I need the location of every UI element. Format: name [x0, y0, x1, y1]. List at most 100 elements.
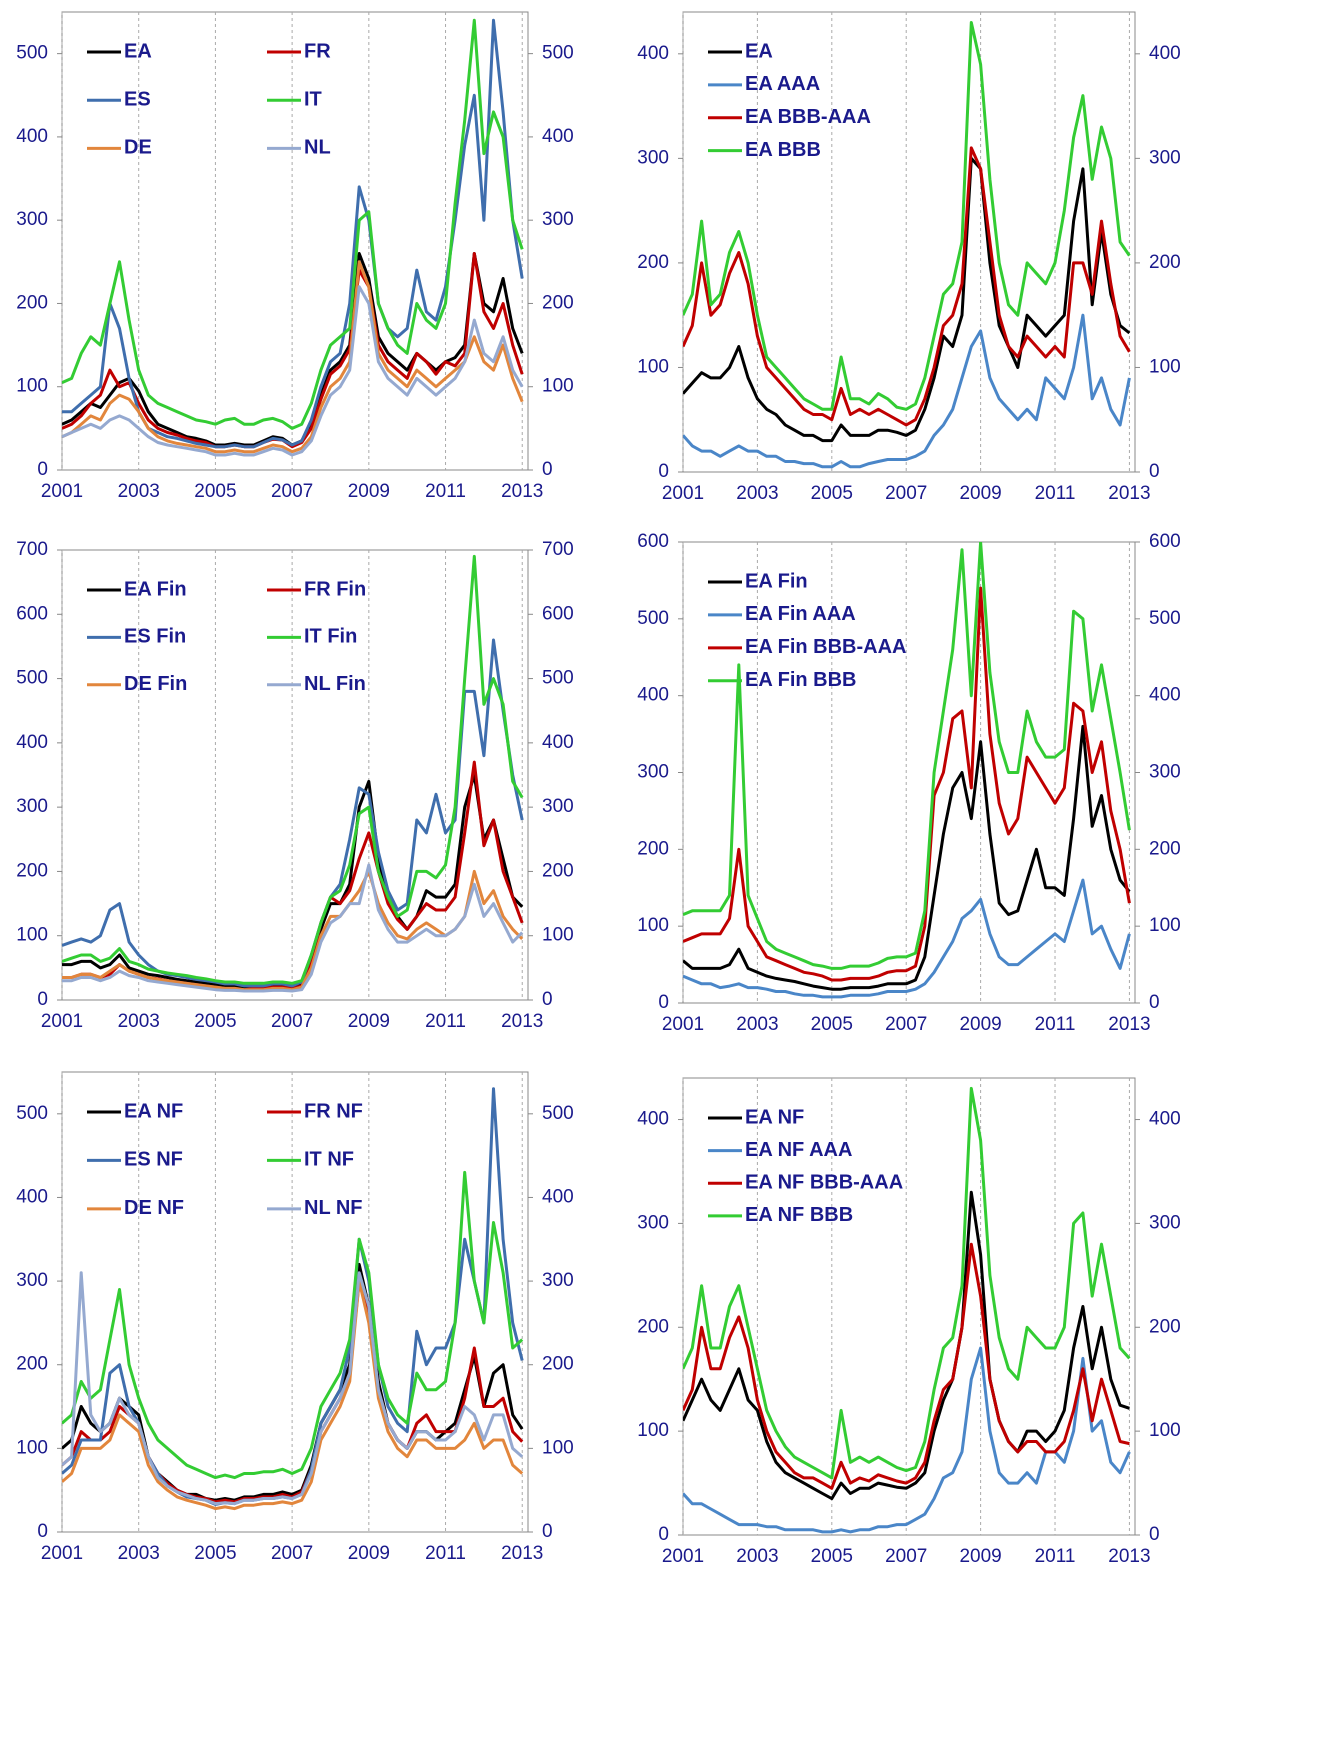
series-line [62, 285, 524, 457]
x-tick-label: 2011 [425, 1543, 466, 1564]
y-tick-label: 200 [637, 838, 669, 859]
x-tick-label: 2011 [1035, 1014, 1076, 1035]
x-tick-label: 2001 [41, 1011, 83, 1032]
y-tick-label-right: 500 [1149, 608, 1181, 629]
legend-label: FR Fin [304, 578, 366, 600]
x-tick-label: 2011 [1035, 483, 1076, 504]
x-tick-label: 2001 [662, 1014, 704, 1035]
series-line [62, 1279, 524, 1511]
y-tick-label: 0 [37, 1521, 48, 1542]
y-tick-label-right: 300 [1149, 762, 1181, 783]
x-tick-label: 2003 [118, 1543, 160, 1564]
x-tick-label: 2009 [959, 1014, 1001, 1035]
y-tick-label: 300 [16, 796, 48, 817]
legend-label: EA Fin AAA [745, 603, 856, 625]
x-tick-label: 2001 [662, 1546, 704, 1567]
legend-label: DE NF [124, 1197, 184, 1219]
x-tick-label: 2007 [271, 1543, 313, 1564]
y-tick-label: 400 [16, 126, 48, 147]
series-line [62, 252, 524, 449]
y-tick-label-right: 400 [542, 732, 574, 753]
x-tick-label: 2007 [271, 1011, 313, 1032]
y-tick-label: 0 [37, 459, 48, 480]
x-tick-label: 2009 [959, 1546, 1001, 1567]
y-tick-label: 0 [658, 992, 669, 1013]
series-line [62, 554, 524, 985]
legend-label: IT [304, 88, 322, 110]
y-tick-label-right: 400 [1149, 685, 1181, 706]
legend-label: EA Fin [745, 570, 808, 592]
series-line [683, 313, 1131, 469]
legend-label: NL [304, 137, 331, 159]
y-tick-label-right: 0 [542, 989, 553, 1010]
y-tick-label-right: 0 [542, 1521, 553, 1542]
x-tick-label: 2013 [1108, 1546, 1150, 1567]
y-tick-label-right: 100 [542, 376, 574, 397]
legend-label: EA NF BBB-AAA [745, 1172, 903, 1194]
x-tick-label: 2003 [736, 1546, 778, 1567]
y-tick-label-right: 200 [542, 292, 574, 313]
x-tick-label: 2011 [1035, 1546, 1076, 1567]
series-line [683, 586, 1131, 982]
y-tick-label: 300 [16, 1270, 48, 1291]
y-tick-label: 0 [37, 989, 48, 1010]
x-tick-label: 2009 [348, 481, 390, 502]
y-tick-label: 100 [637, 356, 669, 377]
y-tick-label-right: 200 [1149, 838, 1181, 859]
y-tick-label: 200 [16, 860, 48, 881]
y-tick-label-right: 100 [1149, 1420, 1181, 1441]
x-tick-label: 2009 [959, 483, 1001, 504]
y-tick-label-right: 500 [542, 43, 574, 64]
x-tick-label: 2013 [501, 481, 543, 502]
y-tick-label: 400 [637, 43, 669, 64]
legend-label: EA Fin BBB [745, 669, 856, 691]
x-tick-label: 2009 [348, 1011, 390, 1032]
y-tick-label: 500 [16, 668, 48, 689]
legend-label: EA NF BBB [745, 1204, 853, 1226]
legend-label: IT NF [304, 1149, 354, 1171]
legend-label: ES [124, 88, 151, 110]
y-tick-label-right: 100 [542, 1437, 574, 1458]
series-line [62, 863, 524, 993]
legend-label: FR NF [304, 1100, 363, 1122]
x-tick-label: 2001 [662, 483, 704, 504]
legend-label: EA NF [745, 1106, 804, 1128]
y-tick-label-right: 200 [542, 1354, 574, 1375]
y-tick-label: 700 [16, 539, 48, 560]
plot-area [61, 549, 529, 1001]
x-tick-label: 2013 [1108, 483, 1150, 504]
plot-area [61, 1071, 529, 1533]
x-tick-label: 2007 [271, 481, 313, 502]
legend-label: EA [745, 40, 773, 62]
y-tick-label: 0 [658, 1524, 669, 1545]
legend-label: EA NF AAA [745, 1139, 852, 1161]
y-tick-label: 600 [16, 603, 48, 624]
y-tick-label: 500 [16, 1103, 48, 1124]
x-tick-label: 2001 [41, 1543, 83, 1564]
legend-label: EA Fin BBB-AAA [745, 636, 906, 658]
legend-label: FR [304, 40, 331, 62]
series-line [62, 18, 524, 430]
x-tick-label: 2005 [811, 1014, 853, 1035]
x-tick-label: 2005 [811, 1546, 853, 1567]
y-tick-label-right: 100 [542, 925, 574, 946]
y-tick-label: 100 [16, 376, 48, 397]
y-tick-label-right: 600 [542, 603, 574, 624]
y-tick-label-right: 0 [1149, 1524, 1160, 1545]
y-tick-label: 200 [637, 252, 669, 273]
x-tick-label: 2011 [425, 481, 466, 502]
x-tick-label: 2011 [425, 1011, 466, 1032]
x-tick-label: 2009 [348, 1543, 390, 1564]
legend-label: NL NF [304, 1197, 363, 1219]
y-tick-label: 200 [16, 292, 48, 313]
series-line [683, 21, 1131, 411]
y-tick-label: 0 [658, 461, 669, 482]
legend-label: EA Fin [124, 578, 187, 600]
y-tick-label-right: 0 [1149, 461, 1160, 482]
series-line [683, 1242, 1130, 1490]
y-tick-label-right: 500 [542, 668, 574, 689]
legend-label: EA BBB [745, 139, 821, 161]
